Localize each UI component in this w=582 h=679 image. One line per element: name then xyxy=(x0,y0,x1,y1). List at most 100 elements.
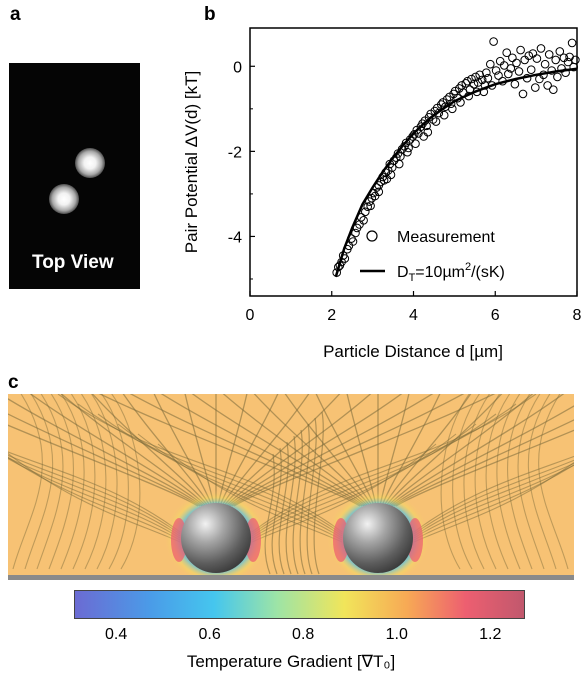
y-tick-label: -2 xyxy=(228,144,242,161)
measurement-point xyxy=(514,67,524,76)
measurement-point xyxy=(382,174,392,184)
measurement-point xyxy=(532,54,542,63)
streamline xyxy=(98,394,361,507)
measurement-point xyxy=(418,119,427,128)
measurement-point xyxy=(448,104,457,114)
streamline xyxy=(271,447,282,575)
streamline xyxy=(100,394,129,570)
streamline xyxy=(60,394,85,570)
measurement-point xyxy=(467,74,476,84)
streamline xyxy=(538,394,569,570)
measurement-point xyxy=(544,50,554,59)
measurement-point xyxy=(359,216,368,225)
streamline xyxy=(8,457,181,539)
measurement-point xyxy=(356,213,366,222)
measurement-point xyxy=(405,135,415,144)
measurement-point xyxy=(411,139,420,148)
streamline xyxy=(57,394,343,533)
streamline xyxy=(452,394,481,570)
streamline xyxy=(24,394,54,570)
measurement-point xyxy=(487,81,497,90)
measurement-point xyxy=(332,268,342,277)
streamline xyxy=(285,435,296,575)
simulation-field xyxy=(8,394,574,580)
measurement-point xyxy=(522,73,532,83)
measurement-point xyxy=(351,228,360,238)
streamline xyxy=(264,453,275,575)
measurement-point xyxy=(524,51,534,61)
legend-label-fit: DT=10µm2/(sK) xyxy=(397,261,505,284)
colorbar-tick-label: 0.4 xyxy=(104,626,128,643)
colorbar-tick-label: 1.2 xyxy=(479,626,502,643)
panel-label-a: a xyxy=(10,4,21,25)
measurement-point xyxy=(394,159,404,169)
measurement-point xyxy=(518,89,528,99)
x-axis-ticks: 0 2 4 6 8 xyxy=(246,291,582,324)
measurement-point xyxy=(502,48,512,58)
streamline xyxy=(413,464,574,541)
particle-lower xyxy=(49,184,79,214)
streamline xyxy=(48,394,74,570)
legend: Measurement DT=10µm2/(sK) xyxy=(360,229,505,284)
left-sphere xyxy=(181,503,251,573)
measurement-point xyxy=(535,74,544,84)
streamline xyxy=(527,394,557,570)
temperature-colorbar xyxy=(74,590,525,619)
measurement-point xyxy=(430,106,440,116)
streamline xyxy=(313,411,324,575)
streamline xyxy=(292,429,303,575)
measurement-point xyxy=(434,108,444,118)
streamline xyxy=(413,462,574,537)
measurement-point xyxy=(477,75,487,85)
right-sphere xyxy=(343,503,413,573)
streamline xyxy=(129,394,363,507)
y-axis-label: Pair Potential ΔV(d) [kT] xyxy=(182,71,201,253)
measurement-point xyxy=(486,59,495,69)
measurement-point xyxy=(512,58,521,68)
measurement-point xyxy=(348,237,358,246)
legend-fit-sup: 2 xyxy=(465,261,471,273)
measurement-point xyxy=(482,68,491,77)
panel-label-b: b xyxy=(204,4,216,25)
x-tick-label: 6 xyxy=(491,307,500,324)
streamline xyxy=(413,464,574,539)
streamline xyxy=(8,457,181,537)
x-axis-label: Particle Distance d [µm] xyxy=(323,342,503,361)
measurement-point xyxy=(567,38,577,48)
measurement-point xyxy=(404,143,413,153)
streamline xyxy=(8,398,203,507)
colorbar-title: Temperature Gradient [∇T₀] xyxy=(186,652,396,671)
top-view-micrograph: Top View xyxy=(9,63,140,289)
measurement-point xyxy=(472,87,482,97)
panel-label-c: c xyxy=(8,372,19,393)
measurement-point xyxy=(571,55,580,65)
streamline xyxy=(12,394,43,570)
measurement-point xyxy=(506,64,516,73)
streamline xyxy=(496,394,521,570)
measurement-point xyxy=(565,52,574,62)
measurement-point xyxy=(526,65,536,74)
measurement-point xyxy=(422,121,431,131)
pair-potential-chart: 0 2 4 6 8 0 -2 -4 Particle Distance d [µm] Pai… xyxy=(182,27,582,361)
streamline xyxy=(393,419,574,507)
measurement-point xyxy=(439,110,449,120)
streamline xyxy=(8,456,181,541)
measurement-point xyxy=(494,71,503,80)
measurement-point xyxy=(539,70,548,80)
measurement-point xyxy=(543,81,552,90)
measurement-point xyxy=(504,69,513,79)
y-tick-label: -4 xyxy=(228,229,242,246)
measurement-point xyxy=(483,73,493,83)
streamline xyxy=(463,394,491,570)
measurement-point xyxy=(340,254,350,263)
measurement-point xyxy=(437,100,446,109)
measurement-point xyxy=(551,55,561,65)
measurement-points xyxy=(332,37,580,277)
measurement-point xyxy=(491,66,501,75)
legend-fit-sub: T xyxy=(409,272,416,284)
legend-fit-end: /(sK) xyxy=(471,264,505,281)
measurement-point xyxy=(374,187,384,197)
streamline xyxy=(440,394,471,570)
measurement-point xyxy=(531,83,540,92)
streamline xyxy=(110,394,141,570)
